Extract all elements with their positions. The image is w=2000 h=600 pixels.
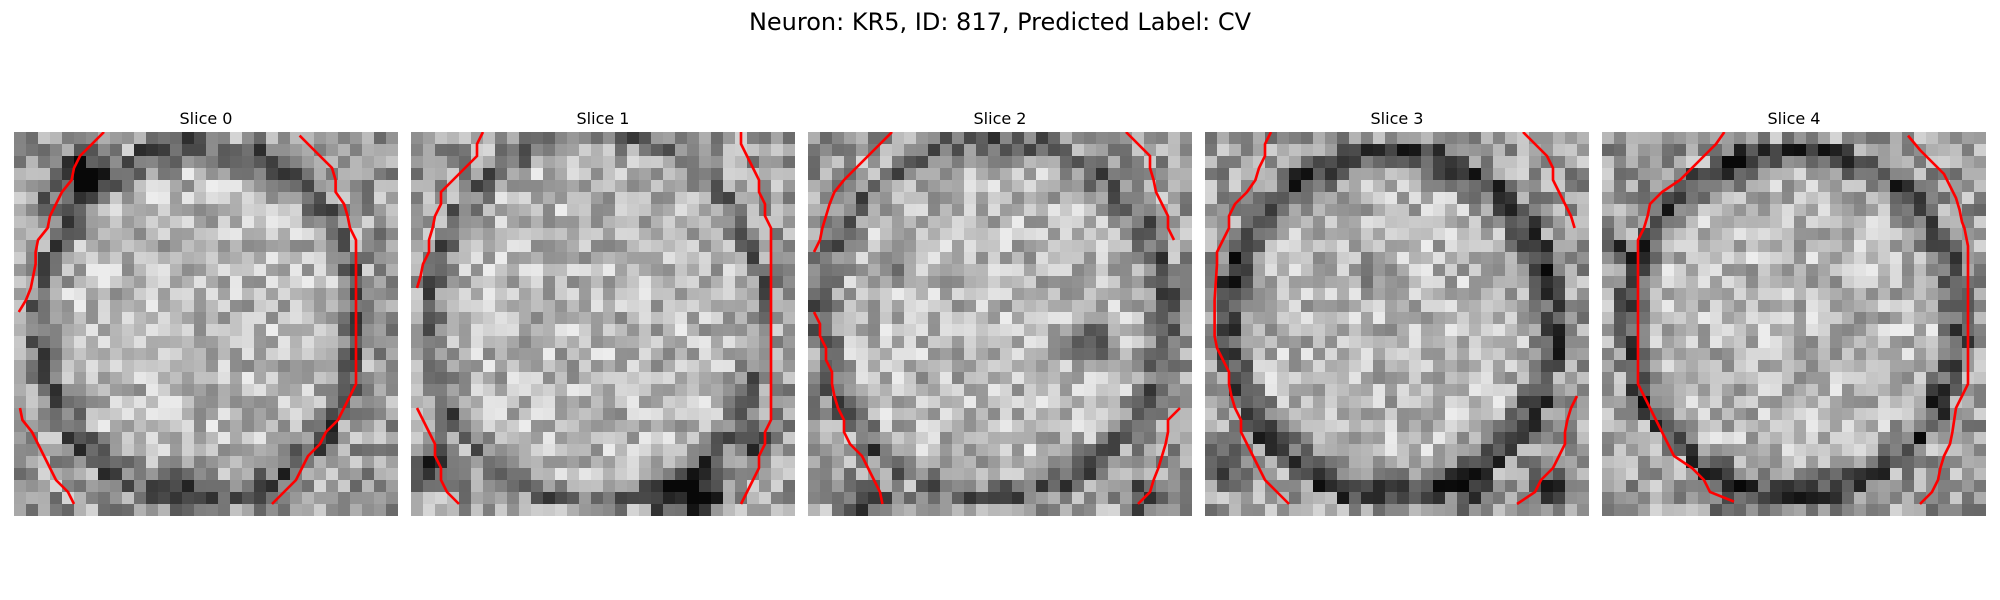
slice-panel-4: Slice 4 <box>1602 108 1986 516</box>
slice-title-2: Slice 2 <box>973 109 1027 128</box>
contour-line <box>739 132 773 505</box>
slice-title-0: Slice 0 <box>179 109 233 128</box>
contour-line <box>271 134 358 505</box>
slice-title-3: Slice 3 <box>1370 109 1424 128</box>
contour-line <box>1125 132 1176 241</box>
slice-image-0 <box>14 132 398 516</box>
figure-title: Neuron: KR5, ID: 817, Predicted Label: C… <box>748 8 1252 36</box>
slice-panel-0: Slice 0 <box>14 108 398 516</box>
contour-line <box>1213 132 1290 505</box>
contour-line <box>1636 132 1735 503</box>
contour-line <box>812 311 884 505</box>
slice-title-4: Slice 4 <box>1767 109 1821 128</box>
contour-line <box>1522 132 1576 229</box>
contour-line <box>415 132 485 289</box>
slice-image-3 <box>1205 132 1589 516</box>
slice-panel-2: Slice 2 <box>808 108 1192 516</box>
slice-image-1 <box>411 132 795 516</box>
slice-image-4 <box>1602 132 1986 516</box>
slice-title-1: Slice 1 <box>576 109 630 128</box>
contour-line <box>1137 407 1181 505</box>
contour-line <box>17 132 105 313</box>
slice-panel-1: Slice 1 <box>411 108 795 516</box>
contour-line <box>18 407 76 505</box>
contour-line <box>415 407 460 505</box>
contour-line <box>1516 395 1579 506</box>
contour-line <box>812 132 893 253</box>
slice-image-2 <box>808 132 1192 516</box>
slice-panel-3: Slice 3 <box>1205 108 1589 516</box>
contour-line <box>1906 134 1970 505</box>
